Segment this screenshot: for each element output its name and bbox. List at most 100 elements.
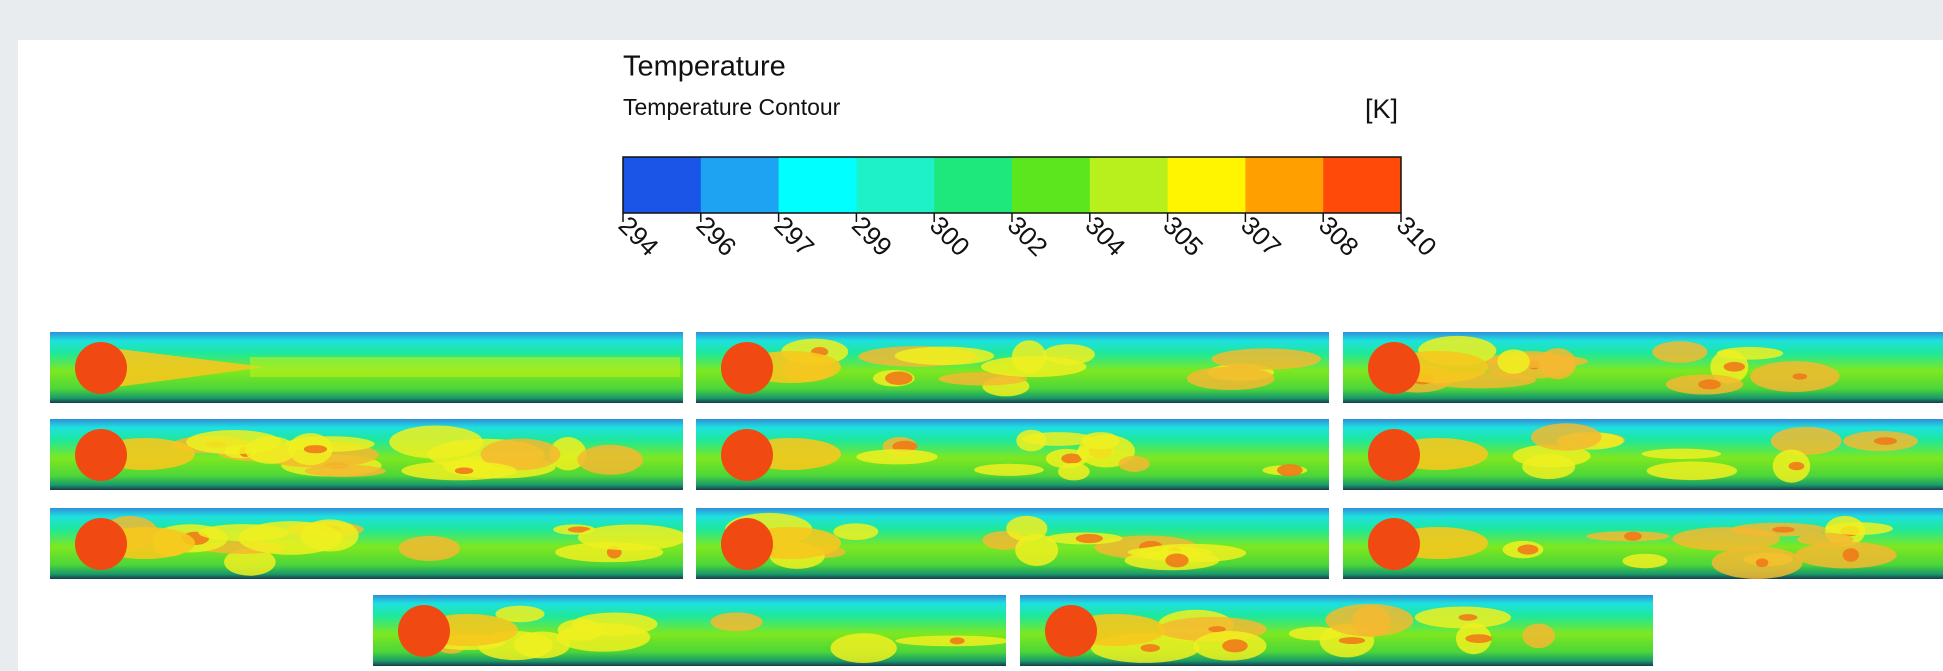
contour-panel (1343, 508, 1943, 579)
page: Temperature Temperature Contour [K] 2942… (0, 0, 1943, 671)
color-bin (934, 157, 1012, 213)
contour-field (1020, 595, 1653, 666)
warm-region (981, 356, 1086, 377)
legend-unit: [K] (1365, 94, 1398, 124)
warm-region (305, 465, 386, 477)
contour-field (373, 595, 1009, 666)
color-bin (856, 157, 934, 213)
hot-spot (1458, 614, 1477, 621)
cylinder (721, 518, 773, 570)
hot-spot (950, 637, 965, 644)
warm-region (578, 525, 687, 551)
warm-region (1717, 347, 1783, 360)
hot-spot (1874, 437, 1897, 445)
contour-field (1343, 419, 1943, 490)
contour-field (696, 332, 1329, 403)
cylinder (398, 605, 450, 657)
color-bin (1245, 157, 1323, 213)
warm-region (186, 430, 281, 454)
hot-spot (1518, 545, 1539, 555)
warm-region (1825, 522, 1893, 535)
hot-spot (455, 467, 474, 474)
warm-region (1539, 348, 1576, 379)
color-bin (701, 157, 779, 213)
cylinder (721, 429, 773, 481)
warm-region (1325, 604, 1413, 637)
contour-field (696, 419, 1329, 490)
cylinder (75, 429, 127, 481)
color-bin (1012, 157, 1090, 213)
contour-panel (50, 332, 683, 403)
warm-region (833, 523, 878, 540)
contour-field (1343, 332, 1943, 403)
warm-region (1652, 341, 1707, 363)
warm-region (710, 612, 762, 631)
color-bin (623, 157, 701, 213)
hot-spot (1339, 637, 1366, 644)
cylinder (75, 342, 127, 394)
hot-spot (1277, 464, 1303, 476)
contour-panel (696, 332, 1329, 403)
contour-field (1343, 508, 1943, 579)
warm-region (389, 425, 483, 458)
warm-region (1187, 367, 1275, 390)
warm-region (1497, 349, 1530, 373)
warm-region (974, 464, 1044, 476)
warm-region (1522, 624, 1555, 649)
warm-region (1642, 449, 1721, 459)
hot-spot (1698, 379, 1721, 389)
cylinder (75, 518, 127, 570)
warm-region (1622, 554, 1667, 568)
hot-spot (304, 445, 327, 453)
hot-spot (1141, 644, 1160, 652)
contour-panel (696, 508, 1329, 579)
hot-spot (1792, 373, 1807, 379)
warm-region (1531, 423, 1602, 450)
wake (250, 357, 680, 377)
warm-region (1771, 427, 1842, 455)
cylinder (721, 342, 773, 394)
hot-spot (1165, 554, 1188, 568)
warm-region (577, 445, 643, 475)
contour-panel (1020, 595, 1653, 666)
contour-field (50, 419, 683, 490)
contour-field (50, 332, 683, 403)
cylinder (1368, 342, 1420, 394)
warm-region (1647, 462, 1737, 481)
legend-subtitle: Temperature Contour (623, 94, 841, 120)
warm-region (1672, 527, 1780, 551)
warm-region (831, 633, 897, 663)
contour-panel (696, 419, 1329, 490)
warm-region (1118, 456, 1149, 472)
contour-field (50, 508, 687, 579)
hot-spot (1061, 453, 1081, 463)
hot-spot (1843, 548, 1859, 561)
legend-title: Temperature (623, 51, 786, 83)
hot-spot (1724, 362, 1745, 372)
warm-region (238, 521, 343, 555)
hot-spot (1624, 532, 1642, 541)
warm-region (1211, 348, 1321, 369)
contour-panel (1343, 419, 1943, 490)
contour-panel (1343, 332, 1943, 403)
figure: Temperature Temperature Contour [K] 2942… (0, 0, 1943, 671)
warm-region (895, 347, 995, 365)
cylinder (1045, 605, 1097, 657)
warm-region (1058, 463, 1090, 480)
color-bin (1168, 157, 1246, 213)
cylinder (1368, 518, 1420, 570)
hot-spot (1222, 639, 1248, 652)
warm-region (1016, 430, 1046, 452)
hot-spot (1756, 558, 1768, 567)
warm-region (572, 612, 658, 635)
color-bin (779, 157, 857, 213)
hot-spot (1772, 527, 1795, 533)
color-bin (1090, 157, 1168, 213)
warm-region (1006, 516, 1047, 541)
contour-field (696, 508, 1329, 579)
hot-spot (1789, 462, 1805, 470)
hot-spot (1076, 534, 1103, 543)
cylinder (1368, 429, 1420, 481)
hot-spot (1465, 634, 1492, 643)
contour-panel (50, 419, 683, 490)
